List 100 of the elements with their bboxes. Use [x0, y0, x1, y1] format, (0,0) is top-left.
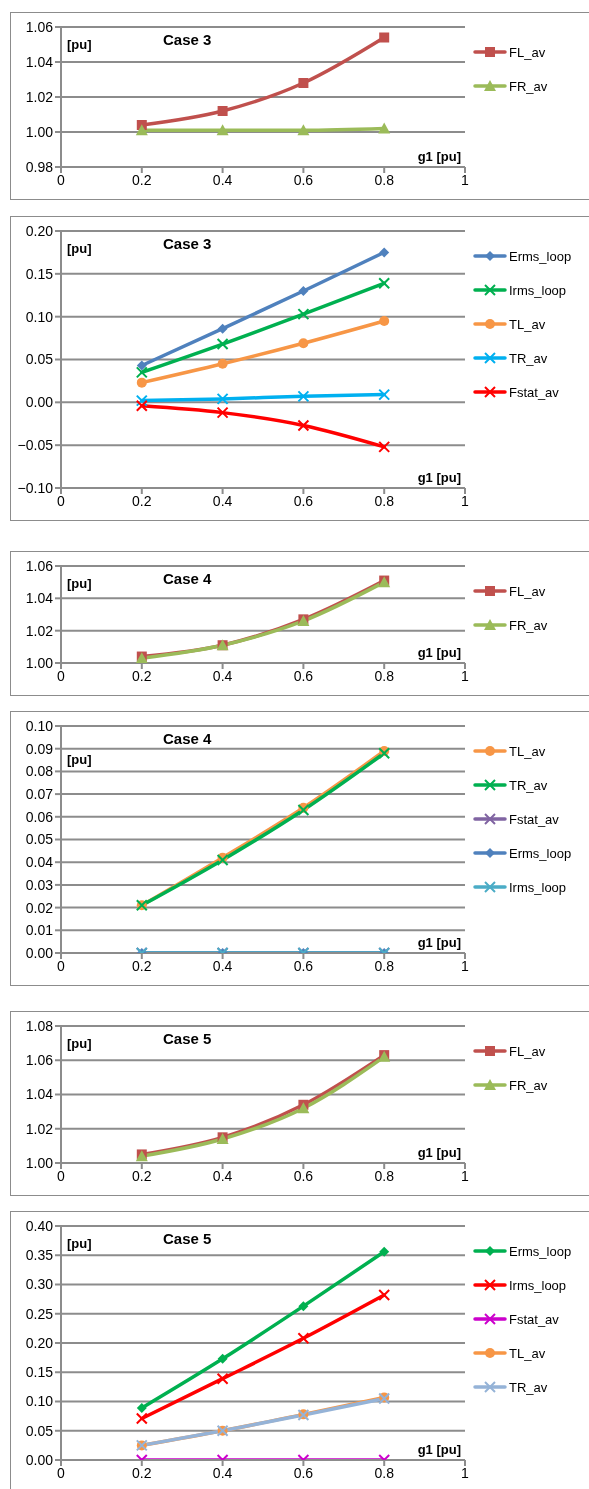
x-tick-label: 0 [57, 1464, 66, 1481]
y-tick-label: 0.02 [25, 899, 54, 916]
annotation: g1 [pu] [417, 1442, 461, 1457]
y-tick-label: 0.15 [25, 265, 54, 282]
legend-label: TR_av [509, 350, 548, 366]
y-tick-label: 0.25 [25, 1305, 54, 1322]
y-tick-label: 0.20 [25, 1334, 54, 1351]
x-tick-label: 0.4 [212, 171, 233, 188]
legend-label: Fstat_av [509, 384, 559, 400]
legend-label: TL_av [509, 316, 546, 332]
x-tick-label: 0.2 [132, 1167, 152, 1184]
x-tick-label: 0 [57, 957, 66, 974]
x-tick-label: 0.2 [132, 492, 152, 509]
y-tick-label: 0.05 [25, 831, 54, 848]
x-tick-label: 0.4 [212, 957, 233, 974]
x-tick-label: 0.2 [132, 957, 152, 974]
legend-label: TR_av [509, 777, 548, 793]
y-tick-label: 0.05 [25, 1422, 54, 1439]
y-tick-label: 0.04 [25, 854, 54, 871]
annotation: g1 [pu] [417, 935, 461, 950]
y-tick-label: 1.00 [25, 1154, 54, 1171]
legend-label: TL_av [509, 1345, 546, 1361]
legend-label: FL_av [509, 44, 546, 60]
legend-label: Erms_loop [509, 845, 572, 861]
y-tick-label: −0.10 [17, 479, 54, 496]
annotation: [pu] [67, 1036, 92, 1051]
x-tick-label: 0.4 [212, 1464, 233, 1481]
y-tick-label: 0.20 [25, 222, 54, 239]
x-tick-label: 0.6 [293, 1464, 314, 1481]
x-tick-label: 0.4 [212, 492, 233, 509]
y-tick-label: 0.09 [25, 740, 54, 757]
x-tick-label: 0 [57, 171, 66, 188]
x-tick-label: 0.8 [374, 492, 395, 509]
x-tick-label: 0.4 [212, 1167, 233, 1184]
legend-label: Erms_loop [509, 248, 572, 264]
legend-label: Erms_loop [509, 1243, 572, 1259]
annotation: [pu] [67, 1236, 92, 1251]
y-tick-label: 0.00 [25, 394, 54, 411]
x-tick-label: 0.6 [293, 171, 314, 188]
y-tick-label: 0.00 [25, 944, 54, 961]
legend-label: FL_av [509, 1043, 546, 1059]
x-tick-label: 0.6 [293, 667, 314, 684]
y-tick-label: 0.30 [25, 1276, 54, 1293]
x-tick-label: 0.8 [374, 1464, 395, 1481]
y-tick-label: −0.05 [17, 437, 54, 454]
y-tick-label: 0.05 [25, 351, 54, 368]
x-tick-label: 0 [57, 492, 66, 509]
legend-label: Irms_loop [509, 1277, 567, 1293]
annotation: [pu] [67, 37, 92, 52]
x-tick-label: 0.8 [374, 171, 395, 188]
x-tick-label: 0 [57, 1167, 66, 1184]
y-tick-label: 0.10 [25, 717, 54, 734]
y-tick-label: 0.40 [25, 1217, 54, 1234]
y-tick-label: 0.10 [25, 308, 54, 325]
x-tick-label: 0.8 [374, 667, 395, 684]
y-tick-label: 0.08 [25, 763, 54, 780]
y-tick-label: 1.04 [25, 53, 54, 70]
x-tick-label: 1 [461, 171, 470, 188]
y-tick-label: 1.04 [25, 590, 54, 607]
y-tick-label: 1.00 [25, 654, 54, 671]
y-tick-label: 1.02 [25, 622, 54, 639]
y-tick-label: 1.02 [25, 88, 54, 105]
annotation: [pu] [67, 241, 92, 256]
y-tick-label: 1.00 [25, 123, 54, 140]
chart-title: Case 5 [163, 1230, 212, 1247]
x-tick-label: 0.2 [132, 1464, 152, 1481]
x-tick-label: 1 [461, 492, 470, 509]
chart-title: Case 5 [163, 1030, 212, 1047]
y-tick-label: 1.06 [25, 557, 54, 574]
x-tick-label: 1 [461, 667, 470, 684]
legend-label: Fstat_av [509, 1311, 559, 1327]
x-tick-label: 1 [461, 1167, 470, 1184]
chart-title: Case 3 [163, 31, 212, 48]
legend-label: FR_av [509, 1077, 548, 1093]
y-tick-label: 0.15 [25, 1364, 54, 1381]
y-tick-label: 0.35 [25, 1247, 54, 1264]
x-tick-label: 0.6 [293, 492, 314, 509]
chart-title: Case 4 [163, 730, 212, 747]
x-tick-label: 0.6 [293, 957, 314, 974]
y-tick-label: 0.01 [25, 922, 54, 939]
y-tick-label: 1.04 [25, 1086, 54, 1103]
x-tick-label: 0.2 [132, 667, 152, 684]
x-tick-label: 1 [461, 957, 470, 974]
x-tick-label: 0.6 [293, 1167, 314, 1184]
y-tick-label: 0.10 [25, 1393, 54, 1410]
legend-label: Fstat_av [509, 811, 559, 827]
annotation: g1 [pu] [417, 645, 461, 660]
x-tick-label: 1 [461, 1464, 470, 1481]
legend-label: Irms_loop [509, 282, 567, 298]
annotation: [pu] [67, 576, 92, 591]
y-tick-label: 0.00 [25, 1451, 54, 1468]
legend-label: FL_av [509, 583, 546, 599]
legend-label: Irms_loop [509, 879, 567, 895]
x-tick-label: 0.4 [212, 667, 233, 684]
chart-title: Case 3 [163, 235, 212, 252]
x-tick-label: 0 [57, 667, 66, 684]
y-tick-label: 1.06 [25, 18, 54, 35]
annotation: g1 [pu] [417, 149, 461, 164]
legend-label: TR_av [509, 1379, 548, 1395]
x-tick-label: 0.8 [374, 957, 395, 974]
